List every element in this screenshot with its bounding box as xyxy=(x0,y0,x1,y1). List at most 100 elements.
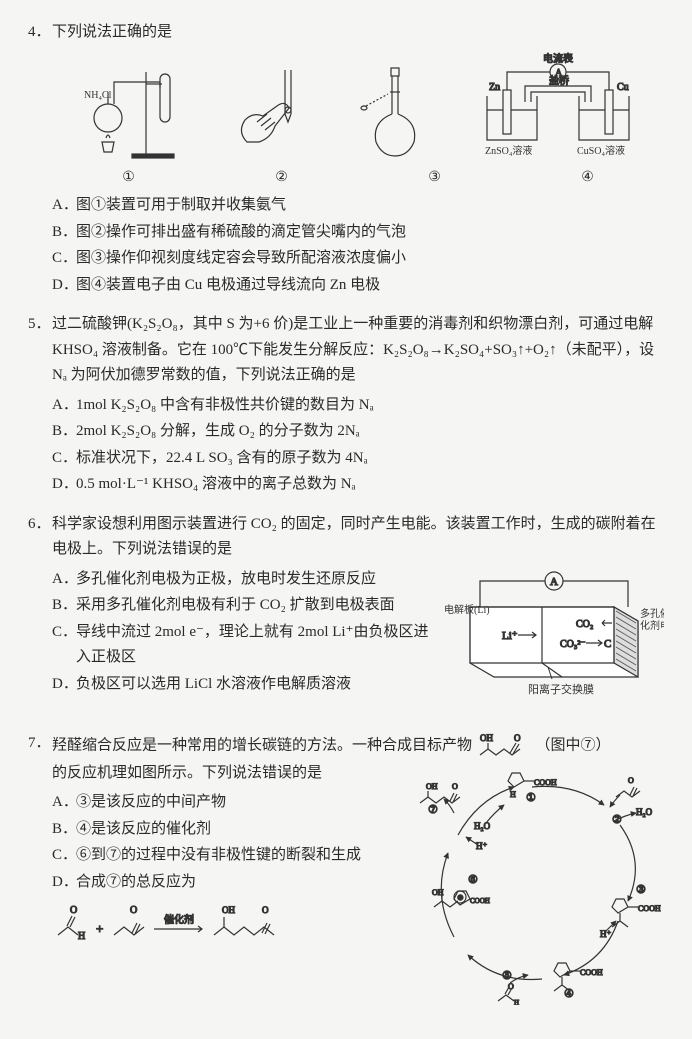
q4-number: 4． xyxy=(28,20,52,46)
q7-options: A．③是该反应的中间产物 B．④是该反应的催化剂 C．⑥到⑦的过程中没有非极性键… xyxy=(52,790,410,895)
opt-c-text: 图③操作仰视刻度线定容会导致所配溶液浓度偏小 xyxy=(76,246,664,272)
caption-2: ② xyxy=(275,166,288,190)
svg-text:①: ① xyxy=(526,792,536,804)
svg-text:盐桥: 盐桥 xyxy=(549,74,569,87)
q6-b-label: B． xyxy=(52,593,76,619)
q4-diagram-captions: ① ② ③ ④ xyxy=(52,166,664,190)
svg-text:阳离子交换膜: 阳离子交换膜 xyxy=(528,682,594,696)
caption-4: ④ xyxy=(581,166,594,190)
question-7: 7． 羟醛缩合反应是一种常用的增长碳链的方法。一种合成目标产物 OH O （图中… xyxy=(28,731,664,1005)
svg-text:COOH: COOH xyxy=(534,778,557,787)
svg-text:②: ② xyxy=(612,814,622,826)
q5-d-label: D． xyxy=(52,472,76,498)
q5-b-text: 2mol K₂S₂O₈ 分解，生成 O₂ 的分子数为 2Nₐ xyxy=(76,419,664,445)
q6-a-label: A． xyxy=(52,567,76,593)
svg-text:H: H xyxy=(514,999,519,1005)
q6-d-text: 负极区可以选用 LiCl 水溶液作电解质溶液 xyxy=(76,672,436,698)
svg-text:⑦: ⑦ xyxy=(428,804,438,816)
q6-options: A．多孔催化剂电极为正极，放电时发生还原反应 B．采用多孔催化剂电极有利于 CO… xyxy=(52,567,436,698)
svg-text:H: H xyxy=(78,931,85,942)
svg-text:COOH: COOH xyxy=(580,968,603,977)
svg-text:CO₂: CO₂ xyxy=(576,619,593,630)
svg-text:⑥: ⑥ xyxy=(468,874,478,886)
q7-d-text: 合成⑦的总反应为 xyxy=(76,870,410,896)
svg-text:⊕: ⊕ xyxy=(457,893,464,902)
svg-text:CuSO₄溶液: CuSO₄溶液 xyxy=(577,144,625,157)
svg-text:H: H xyxy=(510,790,516,799)
svg-text:O: O xyxy=(628,776,634,785)
q6-b-text: 采用多孔催化剂电极有利于 CO₂ 扩散到电极表面 xyxy=(76,593,436,619)
svg-text:OH: OH xyxy=(480,733,493,743)
q6-diagram: A xyxy=(444,567,664,717)
svg-text:H₂O: H₂O xyxy=(474,821,491,831)
caption-3: ③ xyxy=(428,166,441,190)
q5-options: A．1mol K₂S₂O₈ 中含有非极性共价键的数目为 Nₐ B．2mol K₂… xyxy=(52,393,664,498)
q5-d-text: 0.5 mol·L⁻¹ KHSO₄ 溶液中的离子总数为 Nₐ xyxy=(76,472,664,498)
q7-d-label: D． xyxy=(52,870,76,896)
svg-text:C: C xyxy=(604,638,611,650)
q4-diagram-row: NH₄Cl xyxy=(52,52,664,162)
q6-c-label: C． xyxy=(52,620,76,671)
q5-a-text: 1mol K₂S₂O₈ 中含有非极性共价键的数目为 Nₐ xyxy=(76,393,664,419)
opt-d-label: D． xyxy=(52,273,76,299)
q6-stem: 科学家设想利用图示装置进行 CO₂ 的固定，同时产生电能。该装置工作时，生成的碳… xyxy=(52,512,664,563)
svg-text:OH: OH xyxy=(426,782,438,791)
opt-a-text: 图①装置可用于制取并收集氨气 xyxy=(76,193,664,219)
q5-c-text: 标准状况下，22.4 L SO₃ 含有的原子数为 4Nₐ xyxy=(76,446,664,472)
q7-c-label: C． xyxy=(52,843,76,869)
q7-stem-b: （图中⑦） xyxy=(536,737,611,753)
svg-text:电解板(Li): 电解板(Li) xyxy=(444,603,490,616)
q4-diagram-2 xyxy=(227,62,317,162)
svg-text:多孔催化剂电极: 多孔催化剂电极 xyxy=(640,607,664,632)
q5-c-label: C． xyxy=(52,446,76,472)
caption-1: ① xyxy=(122,166,135,190)
svg-text:COOH: COOH xyxy=(470,897,490,905)
svg-text:催化剂: 催化剂 xyxy=(164,913,194,926)
q5-a-label: A． xyxy=(52,393,76,419)
svg-text:CO₃²⁻: CO₃²⁻ xyxy=(560,639,586,650)
q7-stem-line1: 羟醛缩合反应是一种常用的增长碳链的方法。一种合成目标产物 OH O （图中⑦） xyxy=(52,731,664,761)
nh4cl-label: NH₄Cl xyxy=(84,90,112,101)
q4-options: A．图①装置可用于制取并收集氨气 B．图②操作可排出盛有稀硫酸的滴定管尖嘴内的气… xyxy=(52,193,664,298)
svg-text:O: O xyxy=(452,782,458,791)
svg-text:O: O xyxy=(70,905,77,916)
q7-stem-a: 羟醛缩合反应是一种常用的增长碳链的方法。一种合成目标产物 xyxy=(52,737,472,753)
svg-text:Cu: Cu xyxy=(617,82,629,93)
svg-text:O: O xyxy=(130,905,137,916)
opt-b-text: 图②操作可排出盛有稀硫酸的滴定管尖嘴内的气泡 xyxy=(76,220,664,246)
svg-text:Zn: Zn xyxy=(489,82,500,93)
opt-c-label: C． xyxy=(52,246,76,272)
question-4: 4． 下列说法正确的是 xyxy=(28,20,664,298)
opt-b-label: B． xyxy=(52,220,76,246)
q7-a-text: ③是该反应的中间产物 xyxy=(76,790,410,816)
q5-stem: 过二硫酸钾(K₂S₂O₈，其中 S 为+6 价)是工业上一种重要的消毒剂和织物漂… xyxy=(52,312,664,389)
q7-c-text: ⑥到⑦的过程中没有非极性键的断裂和生成 xyxy=(76,843,410,869)
q4-diagram-3 xyxy=(360,62,430,162)
q7-b-text: ④是该反应的催化剂 xyxy=(76,817,410,843)
svg-text:Li⁺: Li⁺ xyxy=(502,630,518,642)
q6-a-text: 多孔催化剂电极为正极，放电时发生还原反应 xyxy=(76,567,436,593)
q5-b-label: B． xyxy=(52,419,76,445)
q7-b-label: B． xyxy=(52,817,76,843)
svg-text:+: + xyxy=(96,921,103,936)
svg-text:⑤: ⑤ xyxy=(502,970,512,982)
svg-text:OH: OH xyxy=(222,905,235,915)
q7-stem-c: 的反应机理如图所示。下列说法错误的是 xyxy=(52,761,410,787)
svg-text:④: ④ xyxy=(564,988,574,1000)
q4-diagram-1: NH₄Cl xyxy=(74,62,184,162)
svg-text:O: O xyxy=(514,733,521,743)
svg-text:③: ③ xyxy=(636,884,646,896)
svg-text:COOH: COOH xyxy=(638,904,661,913)
q4-stem: 下列说法正确的是 xyxy=(52,20,664,46)
svg-text:H⁺: H⁺ xyxy=(476,841,487,851)
question-6: 6． 科学家设想利用图示装置进行 CO₂ 的固定，同时产生电能。该装置工作时，生… xyxy=(28,512,664,717)
q7-mechanism-diagram: H COOH ① O H₂O ② xyxy=(414,765,664,1005)
target-structure-icon: OH O xyxy=(476,731,532,761)
q5-number: 5． xyxy=(28,312,52,389)
q6-c-text: 导线中流过 2mol e⁻，理论上就有 2mol Li⁺由负极区进入正极区 xyxy=(76,620,436,671)
svg-text:H₂O: H₂O xyxy=(636,807,653,817)
q6-d-label: D． xyxy=(52,672,76,698)
q4-diagram-4: 电流表 A Zn Cu xyxy=(473,52,643,162)
opt-d-text: 图④装置电子由 Cu 电极通过导线流向 Zn 电极 xyxy=(76,273,664,299)
q6-number: 6． xyxy=(28,512,52,563)
